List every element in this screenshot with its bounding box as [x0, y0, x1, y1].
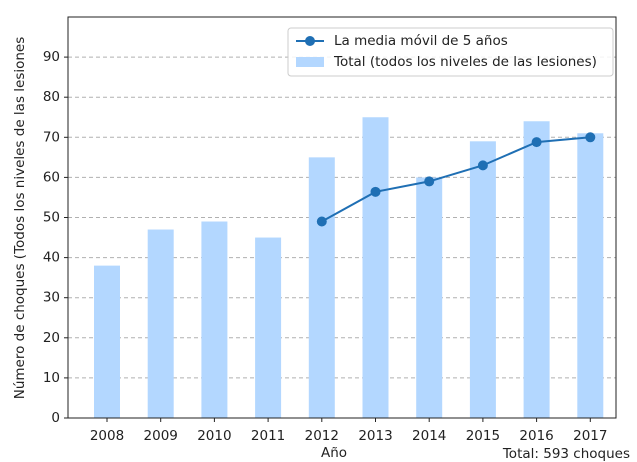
legend-marker	[305, 36, 315, 46]
x-tick-label: 2008	[90, 428, 124, 444]
x-tick-label: 2011	[251, 428, 285, 444]
marker	[585, 132, 596, 143]
bar	[469, 141, 496, 418]
y-tick-label: 70	[43, 129, 60, 145]
x-tick-label: 2012	[305, 428, 339, 444]
marker	[370, 186, 381, 197]
y-tick-label: 30	[43, 290, 60, 306]
bar	[147, 229, 174, 418]
bar	[362, 117, 389, 418]
marker	[316, 216, 327, 227]
y-tick-label: 40	[43, 250, 60, 266]
annotation: Total: 593 choques	[502, 446, 630, 462]
x-tick-label: 2016	[519, 428, 553, 444]
y-tick-label: 90	[43, 49, 60, 65]
x-axis-label: Año	[321, 445, 347, 461]
x-tick-label: 2013	[358, 428, 392, 444]
y-tick-label: 10	[43, 370, 60, 386]
legend	[287, 27, 614, 77]
bar	[577, 133, 604, 419]
bar	[201, 221, 228, 418]
marker	[531, 137, 542, 148]
x-tick-label: 2010	[197, 428, 231, 444]
y-tick-label: 80	[43, 89, 60, 105]
y-tick-label: 60	[43, 169, 60, 185]
y-tick-label: 0	[51, 410, 60, 426]
y-tick-label: 50	[43, 210, 60, 226]
bar	[94, 265, 120, 418]
x-tick-label: 2009	[144, 428, 178, 444]
bar	[523, 121, 550, 418]
x-tick-label: 2014	[412, 428, 446, 444]
legend-label: Total (todos los niveles de las lesiones…	[333, 54, 597, 70]
legend-swatch	[296, 57, 324, 67]
y-axis-label: Número de choques (Todos los niveles de …	[12, 37, 28, 400]
x-tick-label: 2017	[573, 428, 607, 444]
marker	[424, 176, 435, 187]
y-tick-label: 20	[43, 330, 60, 346]
line	[321, 136, 591, 223]
marker	[477, 160, 488, 171]
bar	[416, 177, 443, 418]
plot-frame	[67, 16, 617, 419]
bar	[308, 157, 335, 418]
x-tick-label: 2015	[466, 428, 500, 444]
legend-label: La media móvil de 5 años	[334, 33, 508, 49]
bar	[255, 237, 282, 418]
